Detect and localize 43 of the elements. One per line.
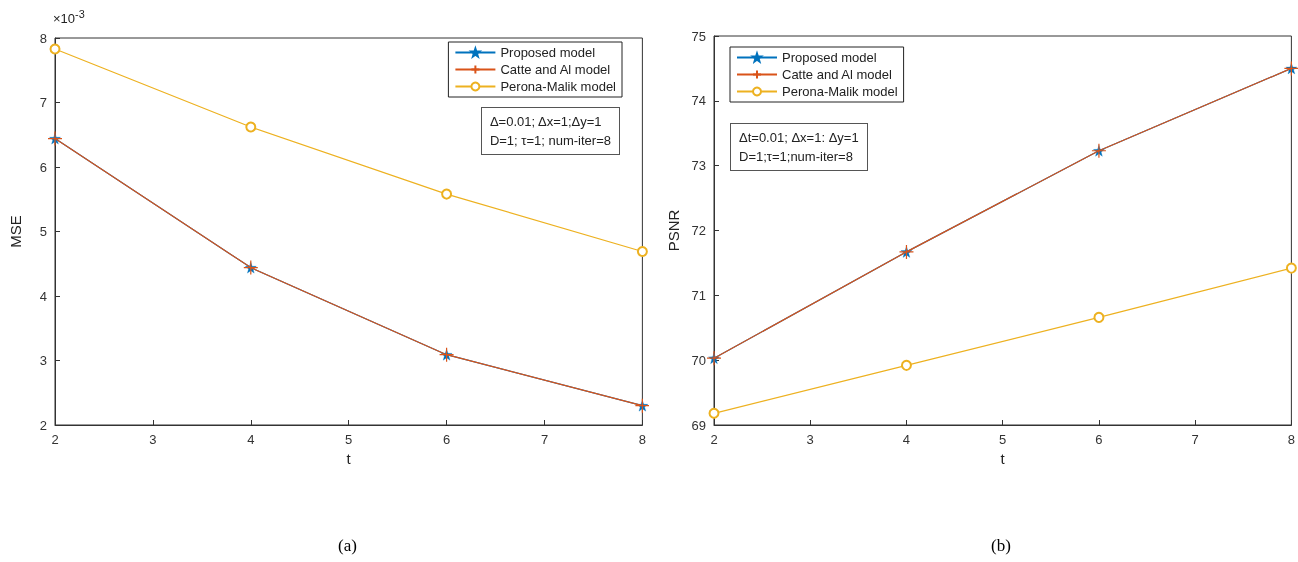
x-tick-label: 8 <box>1287 432 1295 447</box>
y-tick-label: 2 <box>39 417 47 433</box>
y-tick-label: 4 <box>39 288 47 304</box>
y-tick-label: 71 <box>691 287 706 303</box>
legend-label: Catte and Al model <box>782 67 892 82</box>
legend-label: Perona-Malik model <box>782 84 898 99</box>
text: (b) <box>991 536 1011 556</box>
legend-label: Perona-Malik model <box>500 79 617 94</box>
y-tick-label: 69 <box>691 417 706 433</box>
legend-label: Catte and Al model <box>500 62 611 77</box>
annotation: Δt=0.01; Δx=1: Δy=1 D=1;τ=1;num-iter=8 <box>730 123 868 171</box>
x-axis-title: t <box>346 449 352 467</box>
x-tick-label: 3 <box>149 432 157 447</box>
y-tick-label: 7 <box>39 95 47 110</box>
y-tick-label: 6 <box>39 159 47 175</box>
x-tick-label: 4 <box>247 432 255 447</box>
annotation: Δ=0.01; Δx=1;Δy=1 D=1; τ=1; num-iter=8 <box>480 107 620 155</box>
text: ×10$^{-3}$ <box>53 8 85 27</box>
x-tick-label: 2 <box>710 432 718 447</box>
y-tick-label: 3 <box>39 353 47 368</box>
y-tick-label: 73 <box>691 158 706 174</box>
x-tick-label: 6 <box>442 432 451 447</box>
x-tick-label: 7 <box>1191 432 1199 447</box>
legend-label: Proposed model <box>500 45 596 60</box>
y-tick-label: 72 <box>691 223 706 238</box>
y-tick-label: 74 <box>691 93 706 109</box>
y-axis-title: MSE <box>7 215 24 248</box>
x-tick-label: 5 <box>999 432 1007 447</box>
x-tick-label: 5 <box>345 432 353 447</box>
x-tick-label: 7 <box>540 432 549 447</box>
x-tick-label: 4 <box>902 432 911 447</box>
y-tick-label: 8 <box>39 30 47 46</box>
y-tick-label: 70 <box>691 352 706 368</box>
x-axis-title: t <box>1000 449 1006 467</box>
legend-label: Proposed model <box>782 50 877 65</box>
y-axis-title: PSNR <box>664 209 682 252</box>
text: (a) <box>338 536 357 556</box>
x-tick-label: 3 <box>806 432 814 447</box>
y-tick-label: 75 <box>691 28 706 44</box>
x-tick-label: 8 <box>638 432 646 447</box>
x-tick-label: 6 <box>1095 432 1103 447</box>
y-tick-label: 5 <box>39 224 47 239</box>
x-tick-label: 2 <box>51 432 59 447</box>
